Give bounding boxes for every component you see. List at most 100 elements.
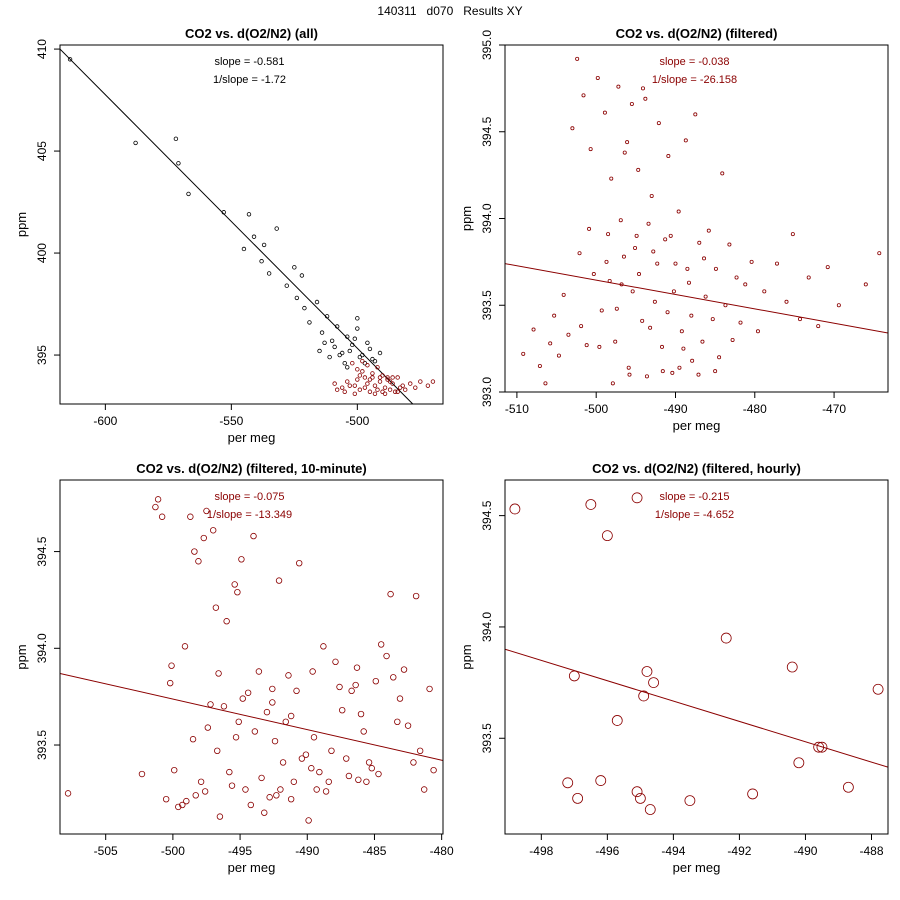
data-point-10-minute — [430, 766, 437, 774]
data-point-10-minute — [192, 792, 199, 799]
data-point-all — [350, 342, 355, 348]
data-point-10-minute — [400, 666, 408, 673]
data-point-filtered — [738, 320, 743, 325]
data-point-filtered — [352, 391, 358, 397]
data-point-filtered — [797, 317, 802, 322]
slope-annotation: slope = -0.215 — [659, 491, 729, 503]
data-point-10-minute — [154, 496, 162, 503]
data-point-10-minute — [287, 712, 295, 720]
chart-panel-4: CO2 vs. d(O2/N2) (filtered, hourly) slope… — [459, 461, 889, 875]
data-point-10-minute — [368, 765, 375, 772]
data-point-10-minute — [200, 534, 207, 542]
data-point-filtered — [355, 367, 360, 372]
data-point-10-minute — [412, 592, 420, 600]
y-tick-label: 395 — [35, 345, 49, 365]
data-point-10-minute — [235, 718, 242, 726]
data-point-hourly — [816, 741, 828, 753]
plot-frame — [504, 479, 889, 835]
data-point-filtered — [706, 228, 711, 233]
data-point-filtered — [730, 337, 735, 342]
data-point-filtered — [671, 289, 676, 294]
data-point-filtered — [607, 278, 612, 283]
x-tick-label: -490 — [663, 402, 687, 416]
y-tick-label: 394.0 — [35, 633, 49, 663]
data-point-filtered — [784, 299, 789, 304]
data-point-filtered — [581, 93, 586, 98]
data-point-10-minute — [215, 670, 222, 677]
fit-line — [60, 672, 443, 761]
data-point-hourly — [793, 757, 805, 769]
data-point-filtered — [660, 344, 665, 349]
data-point-filtered — [372, 383, 378, 388]
data-point-10-minute — [420, 786, 428, 793]
y-axis-label: ppm — [459, 644, 474, 669]
data-point-10-minute — [183, 797, 190, 805]
chart-panel-3: CO2 vs. d(O2/N2) (filtered, 10-minute) sl… — [14, 461, 454, 875]
data-point-all — [327, 354, 332, 360]
slope-annotation: 1/slope = -4.652 — [655, 509, 734, 521]
data-point-filtered — [816, 324, 821, 329]
x-tick-label: -488 — [859, 844, 883, 858]
data-point-hourly — [644, 804, 656, 815]
data-point-10-minute — [322, 788, 330, 795]
data-point-filtered — [643, 96, 648, 101]
data-point-filtered — [690, 358, 695, 363]
data-point-10-minute — [332, 658, 339, 666]
data-point-filtered — [588, 147, 593, 152]
data-point-10-minute — [394, 718, 401, 726]
data-point-filtered — [430, 379, 436, 384]
data-point-10-minute — [310, 734, 318, 741]
data-point-10-minute — [207, 701, 214, 708]
data-point-filtered — [734, 275, 739, 280]
data-point-10-minute — [203, 507, 210, 515]
data-point-10-minute — [168, 662, 175, 669]
data-point-filtered — [656, 121, 661, 126]
data-point-10-minute — [363, 778, 370, 785]
data-point-filtered — [604, 259, 609, 264]
x-tick-label: -485 — [362, 844, 386, 858]
data-point-filtered — [670, 370, 675, 375]
fit-line — [60, 48, 414, 404]
data-point-filtered — [618, 218, 623, 223]
data-point-filtered — [370, 371, 375, 376]
data-point-filtered — [595, 75, 600, 80]
data-point-filtered — [334, 387, 340, 392]
data-point-filtered — [697, 240, 702, 245]
data-point-filtered — [365, 363, 370, 368]
data-point-filtered — [806, 275, 811, 280]
data-point-all — [352, 336, 358, 341]
data-point-10-minute — [316, 768, 323, 776]
data-point-10-minute — [266, 794, 273, 801]
data-point-filtered — [372, 391, 378, 397]
y-tick-label: 393.0 — [480, 377, 494, 407]
data-point-hourly — [684, 795, 696, 807]
y-tick-label: 410 — [35, 39, 49, 59]
data-point-filtered — [640, 86, 645, 91]
data-point-10-minute — [214, 747, 221, 755]
data-point-all — [345, 365, 350, 370]
data-point-filtered — [686, 280, 691, 285]
data-point-filtered — [392, 389, 398, 394]
data-point-10-minute — [223, 618, 230, 625]
data-point-all — [241, 246, 247, 252]
data-point-filtered — [599, 308, 604, 313]
data-point-10-minute — [336, 683, 343, 691]
data-point-filtered — [395, 375, 400, 380]
data-point-filtered — [395, 389, 400, 394]
data-point-filtered — [626, 365, 631, 370]
data-point-filtered — [640, 318, 645, 323]
chart-panel-1: CO2 vs. d(O2/N2) (all) slope = -0.581 1/sl… — [14, 26, 444, 445]
data-point-all — [357, 354, 363, 360]
data-point-filtered — [387, 379, 393, 384]
page-title: 140311 d070 Results XY — [377, 4, 523, 18]
data-point-filtered — [377, 379, 383, 384]
data-point-filtered — [543, 381, 548, 386]
x-axis-label: per meg — [228, 430, 276, 445]
data-point-filtered — [633, 245, 638, 250]
x-tick-label: -480 — [430, 844, 454, 858]
data-point-filtered — [693, 112, 698, 117]
x-tick-label: -600 — [93, 414, 117, 428]
data-points — [521, 56, 882, 386]
y-tick-label: 394.0 — [480, 612, 494, 642]
data-point-10-minute — [197, 778, 205, 785]
